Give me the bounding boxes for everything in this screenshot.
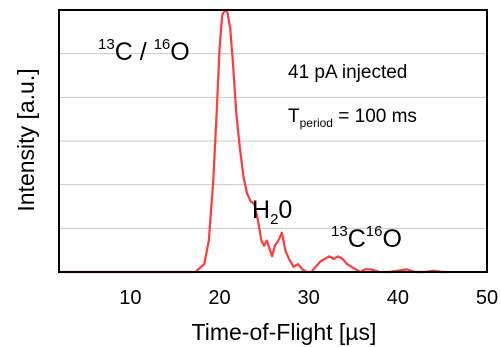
plot-frame — [58, 9, 488, 273]
x-tick-labels: 10 20 30 40 50 — [119, 287, 498, 309]
label-period-t: T — [288, 106, 300, 127]
label-c13o16-o: O — [382, 225, 401, 253]
label-water: H20 — [252, 196, 292, 228]
label-c13-o16-end: O — [170, 38, 189, 66]
label-water-0: 0 — [278, 196, 292, 224]
label-c13o16: 13C16O — [331, 223, 402, 253]
y-axis-label: Intensity [a.u.] — [13, 68, 39, 211]
label-water-h: H — [252, 196, 270, 224]
x-tick-label: 30 — [298, 287, 320, 309]
gridlines — [59, 53, 487, 229]
label-c13-o16: 13C / 16O — [98, 36, 190, 66]
label-c13-o16-mid: C / — [115, 38, 154, 66]
label-c13o16-c: C — [348, 225, 366, 253]
label-c13-o16-sup1: 13 — [98, 36, 115, 53]
label-period: Tperiod = 100 ms — [288, 106, 417, 130]
series-line — [57, 8, 449, 274]
x-axis-label: Time-of-Flight [µs] — [192, 319, 377, 345]
x-tick-label: 50 — [476, 287, 498, 309]
label-c13o16-sup2: 16 — [366, 223, 383, 240]
x-tick-label: 40 — [387, 287, 409, 309]
x-tick-label: 20 — [208, 287, 230, 309]
label-period-rest: = 100 ms — [333, 106, 417, 127]
label-c13o16-sup1: 13 — [331, 223, 348, 240]
label-c13-o16-sup2: 16 — [154, 36, 171, 53]
x-tick-label: 10 — [119, 287, 141, 309]
label-injected: 41 pA injected — [288, 62, 407, 83]
label-period-sub: period — [300, 116, 333, 130]
label-water-sub: 2 — [270, 211, 278, 228]
